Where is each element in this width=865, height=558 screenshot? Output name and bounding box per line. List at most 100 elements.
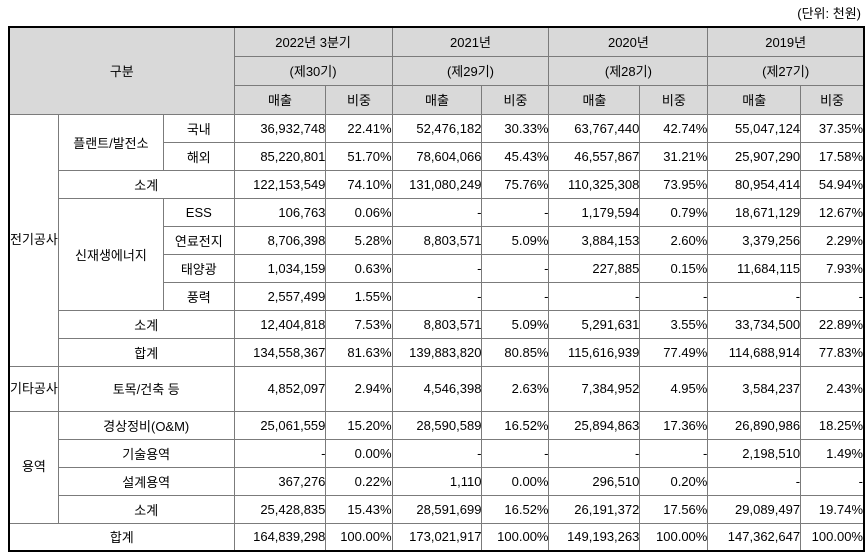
- data-cell: 63,767,440: [548, 113, 641, 143]
- data-cell: 37.35%: [800, 113, 865, 143]
- data-cell: 22.41%: [325, 113, 393, 143]
- data-cell: 3,379,256: [707, 225, 802, 255]
- data-cell: 25,428,835: [233, 494, 327, 524]
- data-cell: 18,671,129: [707, 197, 802, 227]
- table-row-civil: 기타공사 토목/건축 등 4,852,097 2.94% 4,546,398 2…: [8, 365, 865, 412]
- table-row-ess: 신재생에너지 ESS 106,763 0.06% - - 1,179,594 0…: [9, 197, 865, 311]
- data-cell: 0.20%: [639, 466, 709, 496]
- data-cell: 367,276: [233, 466, 327, 496]
- data-cell: 16.52%: [481, 410, 550, 440]
- data-cell: -: [707, 281, 802, 311]
- data-cell: 100.00%: [325, 522, 393, 552]
- group-label-other: 기타공사: [8, 365, 59, 412]
- data-cell: 28,591,699: [391, 494, 483, 524]
- data-cell: 77.83%: [800, 337, 865, 367]
- unit-label: (단위: 천원): [797, 6, 861, 21]
- data-cell: -: [639, 281, 709, 311]
- data-cell: 2,557,499: [233, 281, 327, 311]
- data-cell: 0.15%: [639, 253, 709, 283]
- data-cell: 1,179,594: [548, 197, 641, 227]
- data-cell: 25,907,290: [707, 141, 802, 171]
- row-label-subtotal: 소계: [57, 169, 235, 199]
- data-cell: -: [800, 466, 865, 496]
- data-cell: 17.56%: [639, 494, 709, 524]
- table-row-solar: 태양광 1,034,159 0.63% - - 227,885 0.15% 11…: [9, 253, 865, 283]
- data-cell: -: [548, 438, 641, 468]
- row-label-subtotal: 소계: [57, 309, 235, 339]
- data-cell: 100.00%: [481, 522, 550, 552]
- table-row-om: 용역 경상정비(O&M) 25,061,559 15.20% 28,590,58…: [8, 410, 865, 524]
- data-cell: 15.20%: [325, 410, 393, 440]
- data-cell: -: [391, 253, 483, 283]
- data-cell: 8,803,571: [391, 309, 483, 339]
- data-cell: 100.00%: [800, 522, 865, 552]
- table-row-plant-subtotal: 소계 122,153,549 74.10% 131,080,249 75.76%…: [9, 169, 865, 199]
- data-cell: 4.95%: [639, 365, 709, 412]
- data-cell: 17.58%: [800, 141, 865, 171]
- table-row-wind: 풍력 2,557,499 1.55% - - - - - -: [9, 281, 865, 311]
- data-cell: 1.55%: [325, 281, 393, 311]
- data-cell: 75.76%: [481, 169, 550, 199]
- data-cell: 85,220,801: [233, 141, 327, 171]
- data-cell: 4,546,398: [391, 365, 483, 412]
- data-cell: 80,954,414: [707, 169, 802, 199]
- data-cell: 2.63%: [481, 365, 550, 412]
- data-cell: 2.94%: [325, 365, 393, 412]
- data-cell: -: [391, 197, 483, 227]
- data-cell: -: [481, 253, 550, 283]
- data-cell: 73.95%: [639, 169, 709, 199]
- data-cell: 134,558,367: [233, 337, 327, 367]
- header-year-2019: 2019년: [707, 26, 865, 57]
- data-cell: 45.43%: [481, 141, 550, 171]
- header-sales-2020: 매출: [548, 84, 641, 115]
- subgroup-label-plant: 플랜트/발전소: [57, 113, 165, 171]
- data-cell: 36,932,748: [233, 113, 327, 143]
- data-cell: -: [707, 466, 802, 496]
- data-cell: 31.21%: [639, 141, 709, 171]
- data-cell: -: [639, 438, 709, 468]
- header-share-2022: 비중: [325, 84, 393, 115]
- data-cell: 1,034,159: [233, 253, 327, 283]
- data-cell: 77.49%: [639, 337, 709, 367]
- table-row-overseas: 해외 85,220,801 51.70% 78,604,066 45.43% 4…: [9, 141, 865, 171]
- data-cell: 30.33%: [481, 113, 550, 143]
- row-label-civil: 토목/건축 등: [57, 365, 235, 412]
- row-label-grand-total: 합계: [8, 522, 235, 552]
- row-label-subtotal: 소계: [57, 494, 235, 524]
- data-cell: -: [391, 281, 483, 311]
- data-cell: 51.70%: [325, 141, 393, 171]
- data-cell: 1.49%: [800, 438, 865, 468]
- data-cell: 0.63%: [325, 253, 393, 283]
- table-row-electric-total: 합계 134,558,367 81.63% 139,883,820 80.85%…: [9, 337, 865, 367]
- row-label-total: 합계: [57, 337, 235, 367]
- row-label-overseas: 해외: [163, 141, 235, 171]
- data-cell: 122,153,549: [233, 169, 327, 199]
- data-cell: 28,590,589: [391, 410, 483, 440]
- group-label-service: 용역: [8, 410, 59, 524]
- data-cell: 131,080,249: [391, 169, 483, 199]
- data-cell: -: [800, 281, 865, 311]
- header-term-30: (제30기): [233, 55, 393, 86]
- data-cell: 4,852,097: [233, 365, 327, 412]
- data-cell: 106,763: [233, 197, 327, 227]
- data-cell: 55,047,124: [707, 113, 802, 143]
- data-cell: 17.36%: [639, 410, 709, 440]
- header-sales-2019: 매출: [707, 84, 802, 115]
- row-label-tech: 기술용역: [57, 438, 235, 468]
- data-cell: -: [391, 438, 483, 468]
- data-cell: 26,890,986: [707, 410, 802, 440]
- data-cell: 54.94%: [800, 169, 865, 199]
- header-share-2021: 비중: [481, 84, 550, 115]
- table-row-renewable-subtotal: 소계 12,404,818 7.53% 8,803,571 5.09% 5,29…: [9, 309, 865, 339]
- data-cell: -: [481, 438, 550, 468]
- data-cell: 0.06%: [325, 197, 393, 227]
- data-cell: 15.43%: [325, 494, 393, 524]
- data-cell: 42.74%: [639, 113, 709, 143]
- data-cell: 5,291,631: [548, 309, 641, 339]
- row-label-om: 경상정비(O&M): [57, 410, 235, 440]
- table-row-domestic: 전기공사 플랜트/발전소 국내 36,932,748 22.41% 52,476…: [8, 113, 865, 367]
- data-cell: 7.93%: [800, 253, 865, 283]
- data-cell: -: [481, 197, 550, 227]
- table-row-design: 설계용역 367,276 0.22% 1,110 0.00% 296,510 0…: [9, 466, 865, 496]
- subgroup-label-renewable: 신재생에너지: [57, 197, 165, 311]
